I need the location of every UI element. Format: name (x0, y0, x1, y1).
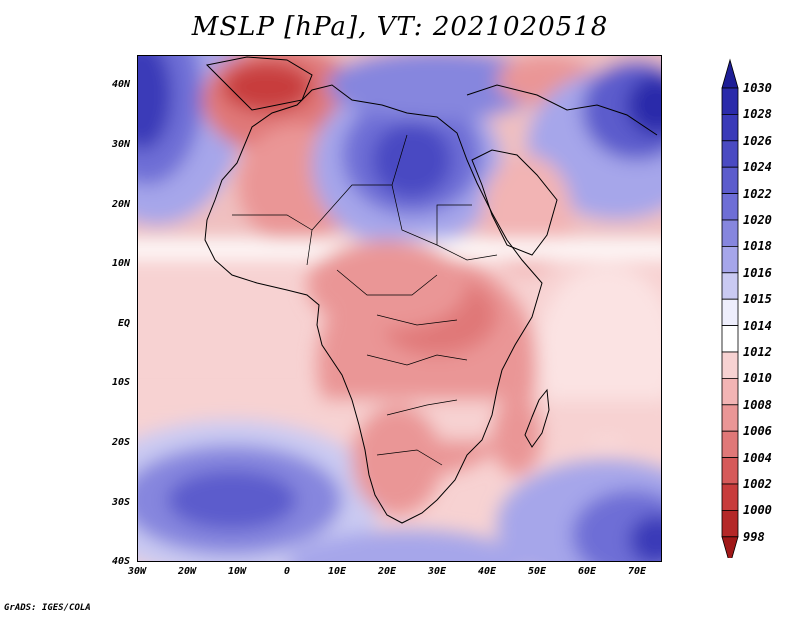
colorbar-label: 1000 (743, 503, 772, 518)
colorbar-label: 1026 (743, 133, 772, 148)
lat-label-10n: 10N (111, 258, 130, 269)
arabia-coast (471, 149, 558, 256)
colorbar-segment (721, 114, 739, 142)
colorbar-segment (721, 245, 739, 274)
colorbar-label: 1015 (743, 292, 772, 307)
lon-label-30e: 30E (427, 566, 447, 577)
colorbar-segment (721, 272, 739, 300)
africa-coast (204, 84, 543, 524)
iberia-coast (205, 56, 313, 111)
colorbar-segment (721, 377, 739, 406)
lon-label-0: 0 (283, 566, 291, 577)
colorbar-segments (721, 58, 739, 558)
colorbar-label: 1004 (743, 450, 772, 465)
map-frame (137, 55, 662, 562)
lat-label-eq: EQ (117, 318, 130, 329)
borders (232, 134, 498, 466)
mslp-map (137, 55, 662, 562)
lon-label-10w: 10W (227, 566, 247, 577)
lon-label-20w: 20W (177, 566, 197, 577)
colorbar-label: 998 (743, 529, 765, 544)
colorbar-label: 1014 (743, 318, 772, 333)
lat-label-20n: 20N (111, 199, 130, 210)
colorbar-segment (721, 58, 739, 89)
lat-label-30s: 30S (111, 497, 130, 508)
lon-label-20e: 20E (377, 566, 397, 577)
colorbar-label: 1020 (743, 213, 772, 227)
colorbar-segment (721, 509, 739, 538)
lon-label-10e: 10E (327, 566, 347, 577)
lon-label-60e: 60E (577, 566, 597, 577)
pressure-field (137, 55, 662, 562)
lat-label-40n: 40N (111, 79, 130, 90)
colorbar-label: 1010 (743, 371, 772, 386)
map-title: MSLP [hPa], VT: 2021020518 (191, 12, 609, 42)
colorbar-segment (721, 457, 739, 485)
lat-label-40s: 40S (111, 556, 130, 567)
madagascar-coast (524, 388, 550, 448)
colorbar-label: 1028 (743, 107, 772, 122)
lon-label-30w: 30W (127, 566, 147, 577)
colorbar-segment (721, 140, 739, 168)
colorbar-segment (721, 483, 739, 511)
colorbar-label: 1012 (743, 345, 772, 359)
map-svg (137, 55, 662, 562)
colorbar-segment (721, 87, 739, 115)
colorbar-label: 1002 (743, 477, 772, 491)
colorbar-label: 1008 (743, 397, 772, 412)
colorbar-label: 1016 (743, 265, 772, 280)
lon-label-40e: 40E (477, 566, 497, 577)
colorbar-label: 1018 (743, 239, 772, 254)
colorbar-segment (721, 193, 739, 221)
lon-label-70e: 70E (627, 566, 647, 577)
colorbar-label: 1030 (743, 81, 772, 95)
coastlines (204, 56, 658, 524)
lat-label-30n: 30N (111, 139, 130, 150)
lat-label-20s: 20S (111, 437, 130, 448)
colorbar-segment (721, 404, 739, 432)
colorbar-label: 1024 (743, 160, 772, 175)
colorbar-segment (721, 298, 739, 326)
colorbar-segment (721, 219, 739, 247)
colorbar-label: 1006 (743, 424, 772, 439)
colorbar (721, 58, 739, 558)
credit-text: GrADS: IGES/COLA (4, 603, 91, 613)
colorbar-label: 1022 (743, 186, 772, 201)
colorbar-segment (721, 536, 739, 558)
lat-label-10s: 10S (111, 377, 130, 388)
colorbar-segment (721, 430, 739, 459)
colorbar-segment (721, 166, 739, 194)
colorbar-segment (721, 325, 739, 353)
lon-label-50e: 50E (527, 566, 547, 577)
colorbar-segment (721, 351, 739, 379)
asia-coast (466, 84, 658, 136)
